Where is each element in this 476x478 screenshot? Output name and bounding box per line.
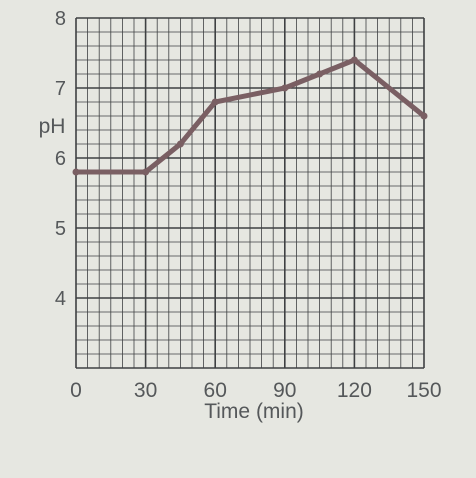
data-point <box>316 70 324 78</box>
data-point <box>142 168 150 176</box>
data-point <box>350 56 358 64</box>
x-axis-title: Time (min) <box>204 400 304 423</box>
data-point <box>281 84 289 92</box>
x-tick-label: 60 <box>204 379 227 402</box>
y-tick-labels: 4 5 6 7 8 <box>55 8 66 310</box>
data-point <box>420 112 428 120</box>
grid <box>75 17 425 369</box>
y-tick-label: 4 <box>55 288 66 310</box>
x-tick-label: 30 <box>134 379 157 402</box>
data-point <box>211 98 219 106</box>
y-tick-label: 5 <box>55 218 66 240</box>
y-tick-label: 7 <box>55 78 66 100</box>
y-tick-label: 8 <box>55 8 66 30</box>
data-point <box>72 168 80 176</box>
x-tick-labels: 0 30 60 90 120 150 <box>70 379 441 402</box>
x-tick-label: 0 <box>70 379 82 402</box>
y-axis-title: pH <box>39 115 66 138</box>
data-point <box>176 140 184 148</box>
x-tick-label: 120 <box>337 379 372 402</box>
y-tick-label: 6 <box>55 148 66 170</box>
x-tick-label: 150 <box>406 379 441 402</box>
series-group <box>72 56 428 176</box>
x-tick-label: 90 <box>273 379 296 402</box>
series-line <box>73 57 427 175</box>
